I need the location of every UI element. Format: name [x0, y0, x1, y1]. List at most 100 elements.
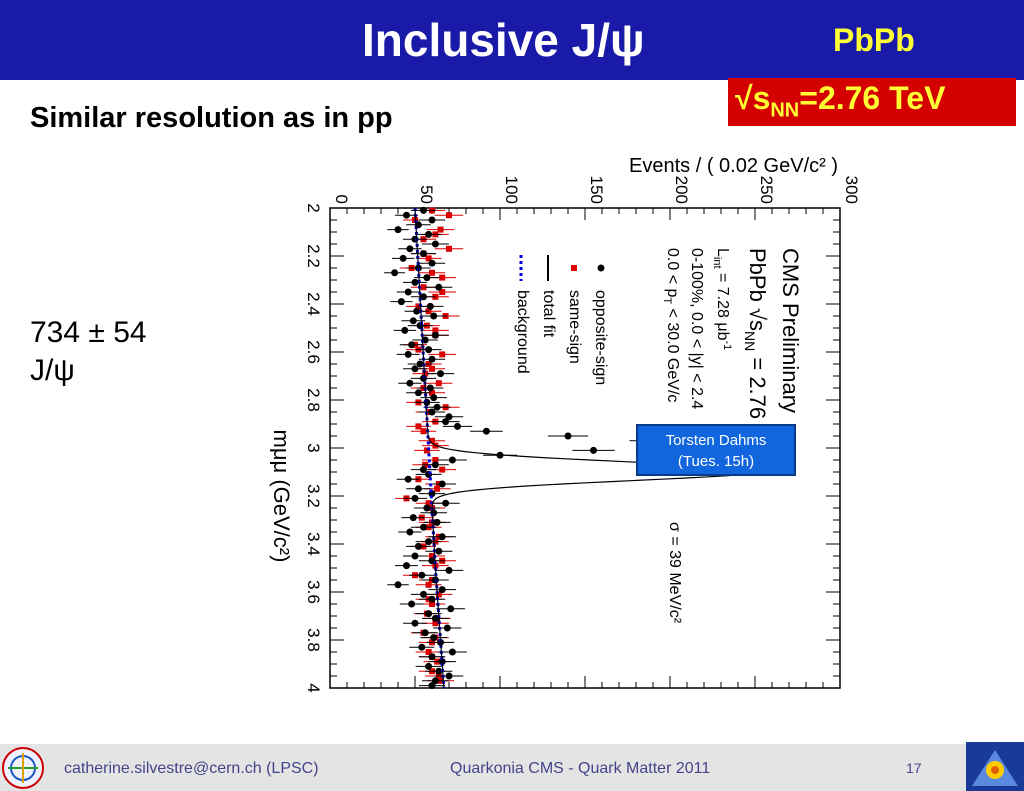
legend-marker-same-sign [571, 265, 577, 271]
same-sign-point [415, 423, 422, 430]
yield-text: 734 ± 54 J/ψ [30, 314, 147, 390]
experiment-label: CMS Preliminary [778, 248, 803, 413]
mass-plot: 0 50 100 150 200 250 300 2 2.2 2.4 2.6 2.8 3 3.2 3.4 3… [269, 155, 861, 693]
same-sign-point [429, 365, 435, 372]
same-sign-point [425, 581, 432, 588]
opposite-sign-point [406, 379, 414, 387]
same-sign-point [439, 274, 446, 281]
opposite-sign-point [442, 418, 450, 426]
slide-title: Inclusive J/ψ [362, 14, 645, 66]
opposite-sign-point [435, 547, 443, 555]
opposite-sign-point [420, 466, 427, 474]
opposite-sign-point [420, 250, 427, 258]
opposite-sign-point [428, 653, 436, 661]
x-ticks: 2 2.2 2.4 2.6 2.8 3 3.2 3.4 3.6 3.8 4 [304, 203, 840, 693]
energy-sub: NN [770, 99, 800, 122]
footer-bar [0, 744, 1024, 791]
opposite-sign-point [425, 610, 433, 618]
same-sign-point [425, 500, 432, 507]
opposite-sign-point [437, 370, 444, 378]
opposite-sign-point [401, 326, 409, 334]
same-sign-point [423, 447, 430, 454]
opposite-sign-point [445, 566, 453, 574]
opposite-sign-point [411, 619, 419, 627]
opposite-sign-point [409, 317, 417, 325]
same-sign-point [420, 428, 427, 435]
y-tick-label: 0 [332, 195, 351, 204]
opposite-sign-point [433, 518, 441, 526]
y-axis-title: Events / ( 0.02 GeV/c² ) [629, 155, 838, 177]
same-sign-point [429, 269, 435, 276]
y-tick-label: 200 [672, 176, 691, 204]
opposite-sign-point [431, 614, 439, 622]
x-tick-label: 2 [304, 203, 323, 212]
opposite-sign-point [431, 461, 439, 469]
same-sign-point [439, 351, 446, 358]
same-sign-point [432, 327, 439, 334]
y-tick-label: 150 [587, 176, 606, 204]
opposite-sign-point [438, 533, 446, 541]
opposite-sign-point [411, 552, 419, 560]
same-sign-point [429, 553, 435, 559]
opposite-sign-point [399, 254, 407, 262]
opposite-sign-point [482, 427, 490, 435]
x-tick-label: 2.4 [304, 292, 323, 316]
sigma-label: σ = 39 MeV/c² [666, 522, 683, 624]
sqrt-sub: NN [742, 331, 758, 351]
legend-same-sign: same-sign [566, 290, 583, 364]
same-sign-point [439, 466, 446, 473]
opposite-sign-point [406, 245, 414, 253]
same-sign-point [435, 380, 442, 387]
same-sign-point [429, 389, 435, 396]
opposite-sign-point [433, 403, 441, 411]
pt-label-b: < 30.0 GeV/c [664, 304, 681, 402]
opposite-sign-point [423, 274, 431, 282]
opposite-sign-point [423, 504, 431, 512]
opposite-sign-point [406, 528, 414, 536]
same-sign-point [429, 601, 435, 607]
opposite-sign-point [411, 278, 419, 286]
opposite-sign-point [394, 226, 402, 234]
opposite-sign-point [435, 667, 443, 675]
pt-line: 0.0 < pT < 30.0 GeV/c [661, 248, 681, 402]
talk-reference-box: Torsten Dahms (Tues. 15h) [636, 424, 796, 476]
total-fit-line [414, 207, 762, 689]
energy-prefix: √s [735, 80, 771, 116]
opposite-sign-point [420, 590, 427, 598]
opposite-sign-point [418, 571, 426, 579]
opposite-sign-point [454, 422, 461, 430]
x-tick-label: 3.8 [304, 628, 323, 652]
y-tick-label: 50 [417, 185, 436, 204]
opposite-sign-point [416, 360, 424, 368]
yield-value: 734 ± 54 [30, 316, 147, 349]
opposite-sign-point [431, 331, 439, 339]
opposite-sign-point [403, 211, 410, 219]
pt-label-a: 0.0 < p [664, 248, 681, 297]
same-sign-point [432, 457, 439, 463]
yield-label: J/ψ [30, 354, 75, 387]
opposite-sign-point [428, 216, 436, 224]
same-sign-point [422, 370, 429, 377]
same-sign-point [446, 212, 452, 219]
opposite-sign-point [420, 523, 427, 531]
opposite-sign-point [421, 629, 429, 637]
opposite-sign-point [411, 494, 419, 502]
same-sign-point [446, 245, 452, 252]
x-tick-label: 3 [304, 443, 323, 452]
energy-box [728, 78, 1016, 126]
talk-reference-time: (Tues. 15h) [677, 453, 755, 470]
opposite-sign-point [404, 350, 412, 358]
page-number: 17 [906, 760, 922, 776]
x-axis-title: mμμ (GeV/c²) [269, 430, 294, 563]
opposite-sign-point [408, 341, 416, 349]
x-tick-label: 2.8 [304, 388, 323, 412]
x-tick-label: 2.2 [304, 244, 323, 268]
opposite-sign-point [431, 240, 439, 248]
opposite-sign-point [394, 581, 402, 589]
legend-marker-opposite-sign [597, 264, 605, 272]
same-sign-point [439, 289, 446, 295]
pt-sub: T [661, 297, 673, 304]
opposite-sign-points [384, 206, 695, 690]
opposite-sign-point [430, 394, 438, 402]
lumi-label: L [714, 248, 731, 257]
